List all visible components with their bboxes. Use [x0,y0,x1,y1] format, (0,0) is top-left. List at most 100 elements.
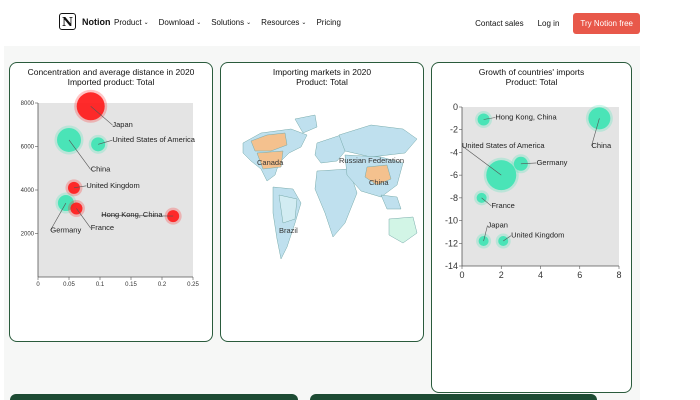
card-title: Growth of countries' imports Product: To… [432,67,631,87]
label-leader [68,139,91,170]
menu-label: Resources [261,18,300,27]
chevron-down-icon: ⌄ [246,20,252,26]
world-map: Canada Russian Federation China Brazil [242,114,418,260]
point-label: Japan [488,220,508,229]
import-growth-scatter-chart: 0 2 4 6 8 0 -2 -4 -6 -8 -10 -12 -14 Hong Kong, China C… [445,102,622,280]
import-growth-chart-card: Growth of countries' imports Product: To… [431,62,632,393]
label-leader [503,235,512,242]
contact-sales-link[interactable]: Contact sales [475,19,524,28]
importing-markets-map-card: Importing markets in 2020 Product: Total [220,62,424,342]
x-tick-label: 0 [459,270,464,280]
y-tick-label: 2000 [21,232,35,238]
chart-subtitle: Product: Total [505,77,558,87]
x-tick-label: 0 [36,282,40,288]
y-tick-label: 8000 [21,101,35,107]
menu-item-download[interactable]: Download ⌄ [159,18,202,27]
point-label: China [91,165,111,174]
point-label: China [592,141,612,150]
label-leader [76,208,91,229]
point-label: Hong Kong, China [495,112,557,121]
map-label-canada: Canada [257,158,284,167]
data-point [76,92,105,121]
y-tick-label: -6 [450,170,458,180]
main-content: Concentration and average distance in 20… [4,46,640,400]
x-tick-label: 0.2 [158,282,167,288]
map-region-brazil [278,194,298,224]
x-tick-label: 0.05 [63,282,75,288]
chevron-down-icon: ⌄ [143,20,149,26]
login-link[interactable]: Log in [537,19,560,28]
try-notion-free-button[interactable]: Try Notion free [573,13,640,34]
y-tick-label: 0 [453,102,458,112]
map-label-china: China [369,178,389,187]
x-tick-label: 2 [499,270,504,280]
chevron-down-icon: ⌄ [196,20,202,26]
y-tick-label: -14 [445,261,458,271]
concentration-scatter-chart: 0 0.05 0.1 0.15 0.2 0.25 2000 4000 6000 8000 Japan… [21,89,199,288]
label-leader [591,118,600,146]
menu-label: Solutions [211,18,245,27]
map-region-china [364,164,392,186]
chart-title: Importing markets in 2020 [272,67,372,77]
point-label: Germany [537,158,568,167]
main-menu: Product ⌄ Download ⌄ Solutions ⌄ Resourc… [114,18,341,27]
label-leader [90,106,113,126]
menu-item-resources[interactable]: Resources ⌄ [261,18,306,27]
x-tick-label: 0.15 [125,282,137,288]
x-tick-label: 4 [538,270,543,280]
map-region-canada [250,132,288,152]
point-label: United Kingdom [86,181,139,190]
menu-label: Product [114,18,142,27]
chevron-down-icon: ⌄ [301,20,307,26]
x-tick-label: 0.1 [96,282,105,288]
data-point [477,113,490,126]
point-label: United States of America [462,141,545,150]
bottom-card-edge-left [10,394,298,400]
y-tick-label: -10 [445,216,458,226]
x-tick-label: 0.25 [187,282,199,288]
point-label: United Kingdom [511,231,564,240]
brand[interactable]: N Notion [59,13,111,30]
map-region-russia [338,124,418,158]
x-tick-label: 6 [577,270,582,280]
y-tick-label: 6000 [21,145,35,151]
map-region-greenland [294,114,318,134]
card-title: Importing markets in 2020 Product: Total [221,67,423,87]
y-tick-label: -8 [450,193,458,203]
map-label-russia: Russian Federation [339,156,404,165]
label-leader [73,185,87,189]
menu-label: Pricing [316,18,341,27]
top-nav: N Notion Product ⌄ Download ⌄ Solutions … [0,0,700,46]
chart-subtitle: Product: Total [296,77,348,87]
map-region-australia [388,216,418,244]
label-leader [50,202,67,231]
menu-item-solutions[interactable]: Solutions ⌄ [211,18,251,27]
x-tick-label: 8 [616,270,621,280]
menu-item-product[interactable]: Product ⌄ [114,18,149,27]
label-leader [101,214,174,217]
bottom-card-edge-right [310,394,597,400]
map-label-brazil: Brazil [279,226,298,235]
point-label: United States of America [112,135,195,144]
label-leader [481,197,492,207]
menu-item-pricing[interactable]: Pricing [316,18,340,27]
concentration-chart-card: Concentration and average distance in 20… [9,62,213,342]
chart-title: Growth of countries' imports [478,67,585,77]
nav-actions: Contact sales Log in Try Notion free [475,13,640,34]
y-tick-label: 4000 [21,188,35,194]
brand-name: Notion [82,16,111,27]
point-label: France [91,223,114,232]
point-label: Germany [50,225,81,234]
map-region-se-asia [380,194,402,210]
y-tick-label: -4 [450,147,458,157]
data-point [478,236,489,247]
y-tick-label: -12 [445,238,458,248]
point-label: France [491,201,514,210]
label-leader [483,117,496,120]
y-tick-label: -2 [450,125,458,135]
map-region-usa [256,150,284,170]
label-leader [520,162,537,165]
notion-logo-icon: N [59,13,76,30]
data-point [498,236,509,247]
chart-title: Concentration and average distance in 20… [27,67,195,77]
